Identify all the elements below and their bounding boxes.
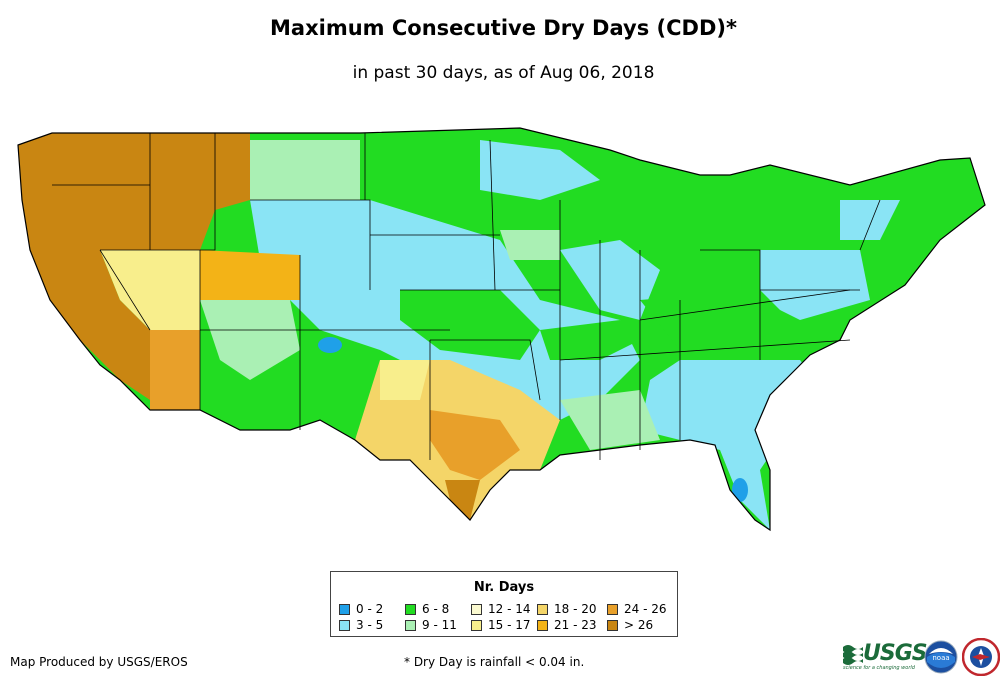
- legend-label: 21 - 23: [554, 618, 597, 632]
- dry-day-note: * Dry Day is rainfall < 0.04 in.: [404, 655, 585, 669]
- legend-label: 18 - 20: [554, 602, 597, 616]
- legend-item: 12 - 14: [471, 602, 531, 616]
- nws-logo-icon: [962, 638, 1000, 676]
- legend-swatch: [537, 603, 548, 615]
- region-socal-24-26: [150, 330, 200, 410]
- legend-label: 6 - 8: [422, 602, 450, 616]
- region-northeast-3-5: [760, 250, 870, 320]
- legend-item: 24 - 26: [607, 602, 667, 616]
- region-idaho-gt26: [150, 133, 215, 200]
- usgs-wordmark: USGS: [863, 641, 928, 666]
- region-montana-9-11: [250, 140, 360, 200]
- legend-label: 15 - 17: [488, 618, 531, 632]
- legend-item: 3 - 5: [339, 618, 383, 632]
- legend: Nr. Days 0 - 2 3 - 5 6 - 8 9 - 11 12 - 14 15 …: [330, 571, 678, 637]
- legend-label: 3 - 5: [356, 618, 384, 632]
- region-nevada-15-17: [100, 250, 200, 330]
- region-ozark-6-8: [540, 320, 640, 360]
- us-cdd-map: [17, 127, 986, 531]
- region-midwest-3-5: [560, 240, 660, 320]
- legend-swatch: [339, 619, 350, 631]
- legend-swatch: [537, 619, 548, 631]
- region-south-texas-gt26: [445, 480, 480, 520]
- legend-swatch: [471, 619, 482, 631]
- legend-swatch: [607, 603, 618, 615]
- region-north-3-5: [480, 140, 600, 200]
- legend-swatch: [339, 603, 350, 615]
- region-utah-21-23: [200, 250, 300, 300]
- legend-item: 6 - 8: [405, 602, 449, 616]
- legend-label: 9 - 11: [422, 618, 457, 632]
- legend-label: 24 - 26: [624, 602, 667, 616]
- map-title: Maximum Consecutive Dry Days (CDD)*: [270, 16, 737, 40]
- region-westtx-15-17: [380, 360, 430, 400]
- region-kansas-6-8: [400, 290, 540, 360]
- region-southeast-3-5: [640, 360, 830, 530]
- region-southwest-9-11: [200, 300, 300, 380]
- noaa-text: noaa: [932, 654, 949, 662]
- legend-label: > 26: [624, 618, 654, 632]
- region-newengland-3-5: [840, 200, 900, 240]
- spot-florida-0-2: [732, 478, 748, 502]
- region-california-gt26: [30, 250, 150, 400]
- legend-item: 18 - 20: [537, 602, 597, 616]
- legend-item: 9 - 11: [405, 618, 457, 632]
- legend-item: > 26: [607, 618, 653, 632]
- legend-swatch: [405, 603, 416, 615]
- legend-label: 12 - 14: [488, 602, 531, 616]
- spot-newmexico-0-2: [318, 337, 342, 353]
- usgs-tagline: science for a changing world: [843, 665, 915, 671]
- region-iowa-9-11: [500, 230, 560, 260]
- legend-swatch: [607, 619, 618, 631]
- region-delta-9-11: [560, 390, 660, 450]
- produced-by-text: Map Produced by USGS/EROS: [10, 655, 188, 669]
- usgs-logo: USGS science for a changing world: [843, 641, 928, 671]
- noaa-logo-icon: noaa: [924, 640, 958, 674]
- legend-swatch: [471, 603, 482, 615]
- legend-item: 15 - 17: [471, 618, 531, 632]
- legend-label: 0 - 2: [356, 602, 384, 616]
- region-texas-24-26: [430, 410, 520, 480]
- legend-item: 21 - 23: [537, 618, 597, 632]
- map-subtitle: in past 30 days, as of Aug 06, 2018: [352, 63, 655, 83]
- legend-swatch: [405, 619, 416, 631]
- legend-title: Nr. Days: [473, 580, 535, 595]
- legend-item: 0 - 2: [339, 602, 383, 616]
- usgs-wave-icon: [843, 644, 863, 665]
- state-boundaries: [52, 133, 881, 460]
